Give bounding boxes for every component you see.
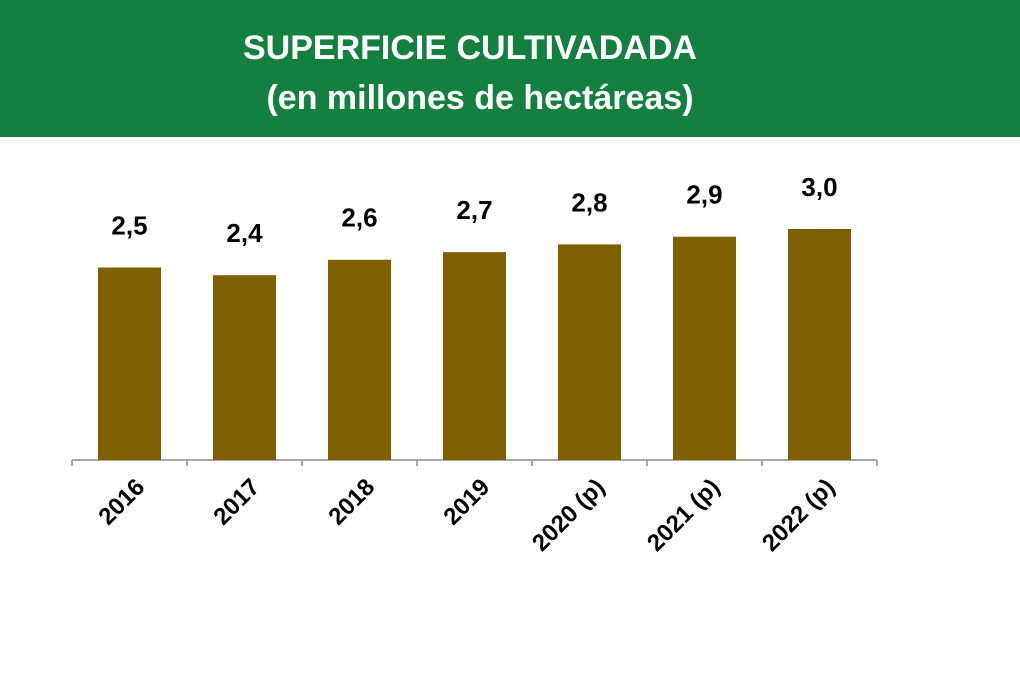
chart-title: SUPERFICIE CULTIVADADA bbox=[243, 29, 697, 67]
bar bbox=[558, 244, 621, 460]
x-tick-label: 2019 bbox=[438, 474, 495, 531]
value-label: 2,4 bbox=[226, 218, 263, 248]
value-label: 3,0 bbox=[801, 172, 837, 202]
value-label: 2,6 bbox=[341, 203, 377, 233]
bar bbox=[213, 275, 276, 460]
chart-subtitle: (en millones de hectáreas) bbox=[266, 79, 693, 117]
x-tick-label: 2017 bbox=[208, 474, 265, 531]
x-tick-label: 2022 (p) bbox=[757, 474, 840, 557]
x-tick-label: 2021 (p) bbox=[642, 474, 725, 557]
bar bbox=[98, 267, 161, 460]
x-tick-label: 2020 (p) bbox=[527, 474, 610, 557]
x-tick-label: 2018 bbox=[323, 474, 380, 531]
bar bbox=[328, 259, 391, 460]
value-label: 2,5 bbox=[111, 210, 147, 240]
title-banner bbox=[0, 0, 1020, 137]
value-label: 2,8 bbox=[571, 187, 607, 217]
bar bbox=[673, 236, 736, 460]
x-tick-label: 2016 bbox=[93, 474, 150, 531]
value-label: 2,9 bbox=[686, 180, 722, 210]
bar bbox=[443, 252, 506, 460]
value-label: 2,7 bbox=[456, 195, 492, 225]
bar bbox=[788, 229, 851, 460]
